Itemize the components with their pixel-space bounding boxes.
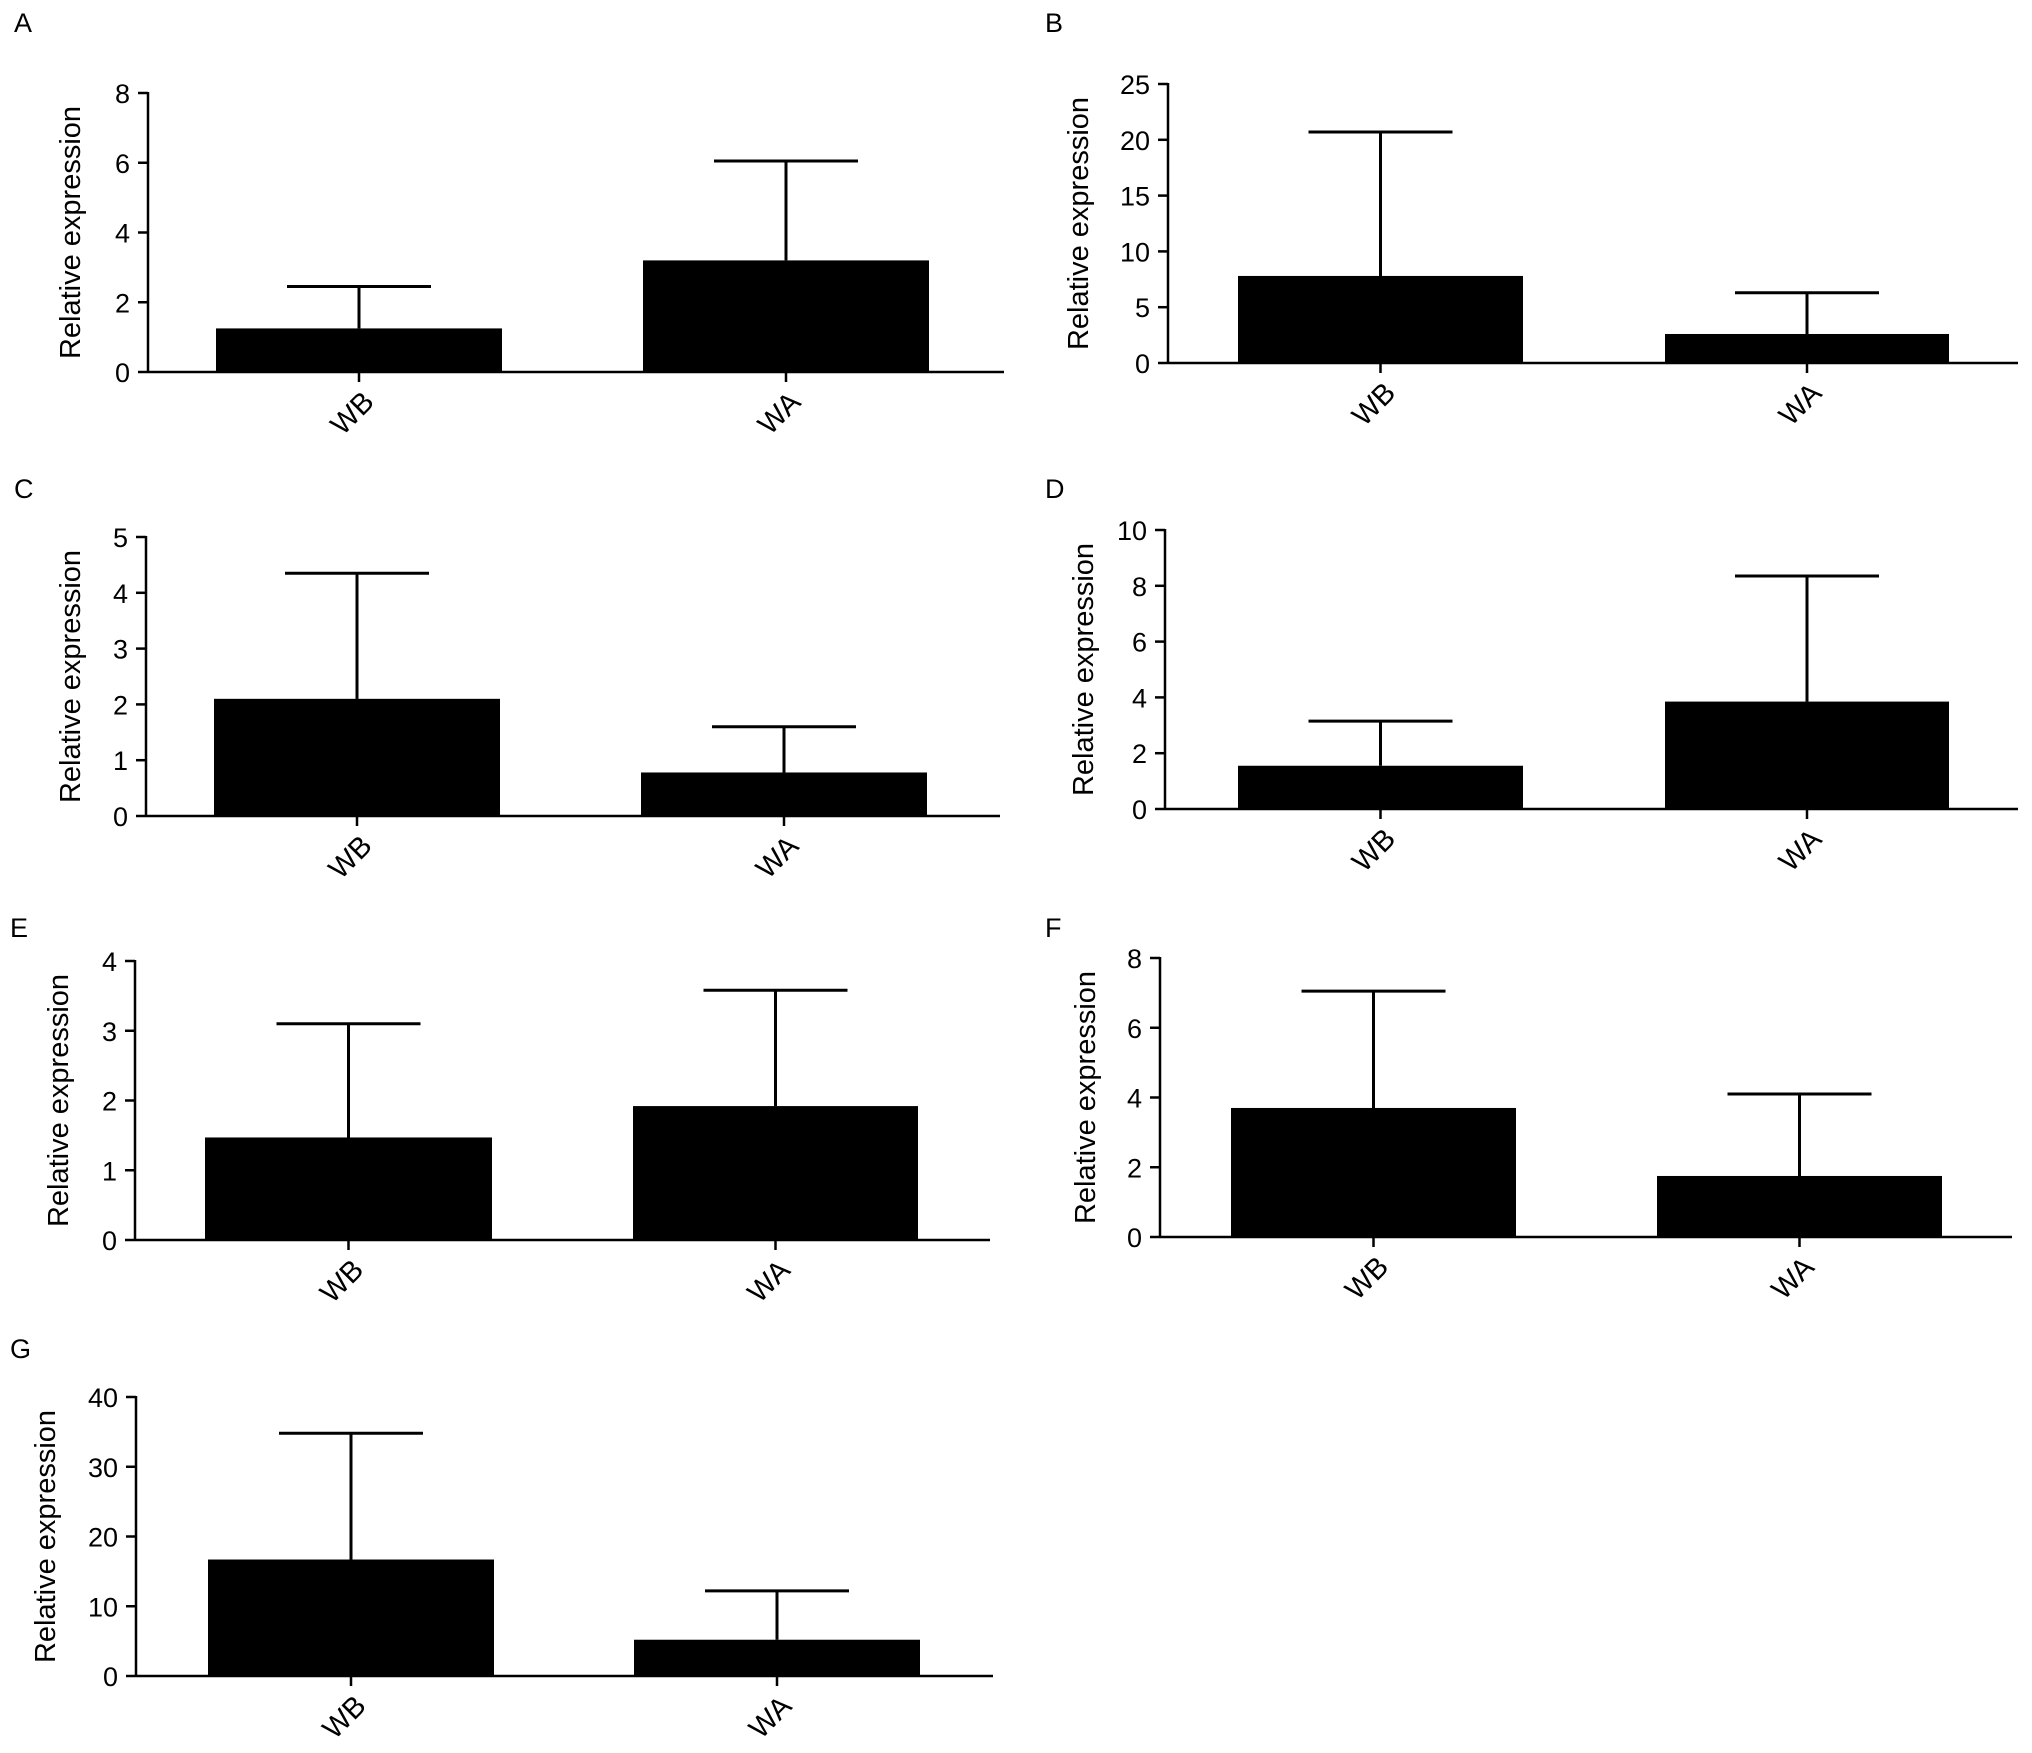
y-tick-label: 2 bbox=[113, 690, 128, 720]
y-tick-label: 8 bbox=[1132, 572, 1147, 602]
y-tick-label: 3 bbox=[113, 635, 128, 665]
bar-wa bbox=[1657, 1175, 1942, 1237]
y-tick-label: 0 bbox=[103, 1662, 118, 1692]
y-tick-label: 20 bbox=[1120, 126, 1150, 156]
x-tick-label-wa: WA bbox=[1773, 377, 1828, 432]
x-tick-label-wa: WA bbox=[742, 1254, 797, 1309]
panel-label: C bbox=[14, 474, 34, 504]
bar-wb bbox=[214, 698, 500, 816]
y-tick-label: 40 bbox=[88, 1383, 118, 1413]
y-tick-label: 4 bbox=[1127, 1084, 1142, 1114]
y-tick-label: 2 bbox=[102, 1087, 117, 1117]
y-tick-label: 6 bbox=[1127, 1014, 1142, 1044]
y-tick-label: 4 bbox=[115, 219, 130, 249]
y-tick-label: 2 bbox=[1132, 739, 1147, 769]
y-tick-label: 8 bbox=[115, 79, 130, 109]
bar-wa bbox=[643, 260, 929, 372]
y-tick-label: 0 bbox=[1127, 1223, 1142, 1253]
panel-label: D bbox=[1045, 474, 1065, 504]
panel-d: D 0 2 4 6 8 10 Relative expression WB WA bbox=[1045, 474, 2018, 878]
y-tick-label: 5 bbox=[1135, 293, 1150, 323]
y-tick-label: 6 bbox=[115, 149, 130, 179]
y-axis-label: Relative expression bbox=[1063, 97, 1095, 350]
panel-label: A bbox=[14, 8, 32, 38]
x-tick-label-wa: WA bbox=[1766, 1251, 1821, 1306]
bar-wb bbox=[205, 1137, 492, 1240]
y-tick-label: 4 bbox=[1132, 683, 1147, 713]
bar-wa bbox=[641, 772, 927, 816]
bar-wa bbox=[634, 1639, 920, 1676]
y-tick-label: 0 bbox=[1135, 349, 1150, 379]
x-tick-label-wb: WB bbox=[314, 1254, 370, 1310]
x-tick-label-wb: WB bbox=[1346, 377, 1402, 433]
y-tick-label: 4 bbox=[102, 947, 117, 977]
x-tick-label-wb: WB bbox=[325, 386, 381, 442]
x-tick-label-wa: WA bbox=[743, 1690, 798, 1745]
y-tick-label: 6 bbox=[1132, 628, 1147, 658]
panel-g: G 0 10 20 30 40 Relative expression WB WA bbox=[10, 1334, 993, 1745]
y-tick-label: 2 bbox=[1127, 1153, 1142, 1183]
bar-wa bbox=[1665, 701, 1949, 809]
y-tick-label: 10 bbox=[1117, 516, 1147, 546]
y-tick-label: 10 bbox=[88, 1592, 118, 1622]
y-tick-label: 25 bbox=[1120, 70, 1150, 100]
y-tick-label: 20 bbox=[88, 1523, 118, 1553]
y-axis-label: Relative expression bbox=[1068, 543, 1100, 796]
y-tick-label: 0 bbox=[115, 358, 130, 388]
x-tick-label-wa: WA bbox=[752, 386, 807, 441]
y-tick-label: 10 bbox=[1120, 237, 1150, 267]
x-tick-label-wa: WA bbox=[1773, 823, 1828, 878]
x-tick-label-wb: WB bbox=[1346, 823, 1402, 879]
y-tick-label: 5 bbox=[113, 523, 128, 553]
bar-wa bbox=[633, 1106, 918, 1240]
x-tick-label-wb: WB bbox=[1339, 1251, 1395, 1307]
panel-label: G bbox=[10, 1334, 31, 1364]
panel-c: C 0 1 2 3 4 5 Relative expression WB WA bbox=[14, 474, 1000, 885]
y-axis-label: Relative expression bbox=[55, 550, 87, 803]
y-axis-label: Relative expression bbox=[30, 1410, 62, 1663]
y-tick-label: 2 bbox=[115, 288, 130, 318]
panel-label: B bbox=[1045, 8, 1063, 38]
y-tick-label: 8 bbox=[1127, 944, 1142, 974]
panel-label: F bbox=[1045, 913, 1062, 943]
x-tick-label-wb: WB bbox=[323, 830, 379, 886]
bar-wb bbox=[1238, 275, 1523, 363]
y-tick-label: 0 bbox=[1132, 795, 1147, 825]
bar-wb bbox=[208, 1559, 494, 1676]
y-tick-label: 15 bbox=[1120, 182, 1150, 212]
y-tick-label: 1 bbox=[102, 1156, 117, 1186]
panel-b: B 0 5 10 15 20 25 Relative expression WB WA bbox=[1045, 8, 2018, 432]
panel-label: E bbox=[10, 913, 28, 943]
panel-a: A 0 2 4 6 8 Relative expression WB WA bbox=[14, 8, 1004, 441]
y-axis-label: Relative expression bbox=[1070, 971, 1102, 1224]
y-tick-label: 0 bbox=[113, 802, 128, 832]
bar-wb bbox=[216, 328, 502, 372]
x-tick-label-wb: WB bbox=[317, 1690, 373, 1746]
y-tick-label: 30 bbox=[88, 1453, 118, 1483]
x-tick-label-wa: WA bbox=[750, 830, 805, 885]
y-tick-label: 1 bbox=[113, 746, 128, 776]
panel-e: E 0 1 2 3 4 Relative expression WB WA bbox=[10, 913, 990, 1309]
y-tick-label: 4 bbox=[113, 579, 128, 609]
y-tick-label: 0 bbox=[102, 1226, 117, 1256]
bar-wa bbox=[1665, 333, 1949, 363]
y-axis-label: Relative expression bbox=[43, 974, 75, 1227]
y-axis-label: Relative expression bbox=[55, 106, 87, 359]
bar-wb bbox=[1238, 765, 1523, 809]
bar-wb bbox=[1231, 1107, 1516, 1237]
y-tick-label: 3 bbox=[102, 1017, 117, 1047]
panel-f: F 0 2 4 6 8 Relative expression WB WA bbox=[1045, 913, 2012, 1306]
